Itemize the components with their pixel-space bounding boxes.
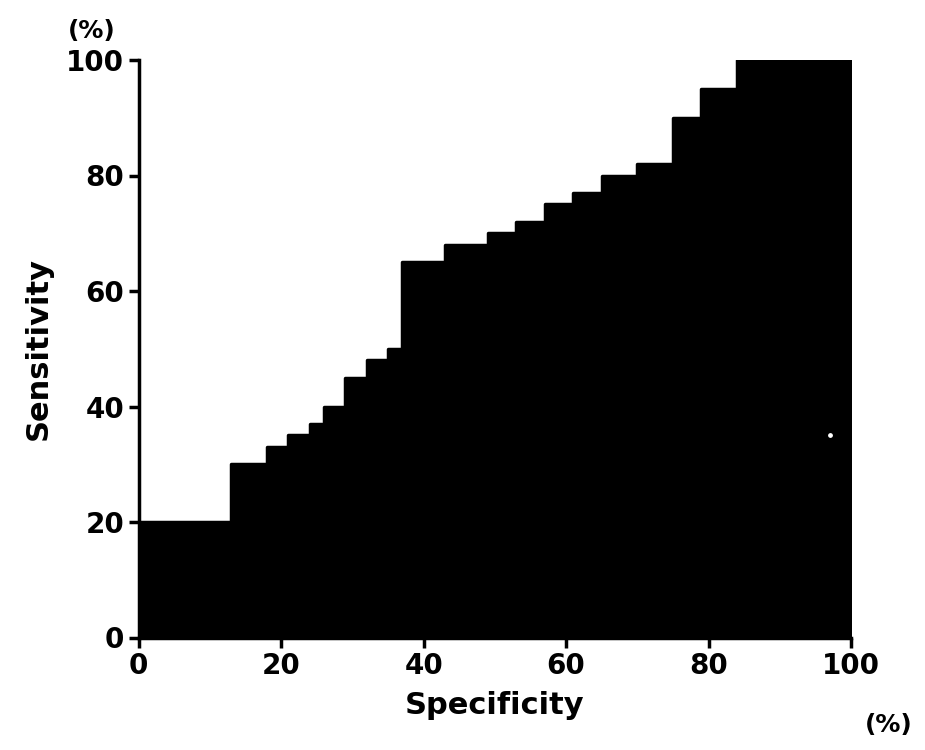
X-axis label: Specificity: Specificity [405,692,585,720]
Text: (%): (%) [865,712,913,736]
Y-axis label: Sensitivity: Sensitivity [23,257,53,440]
Text: (%): (%) [68,19,116,43]
